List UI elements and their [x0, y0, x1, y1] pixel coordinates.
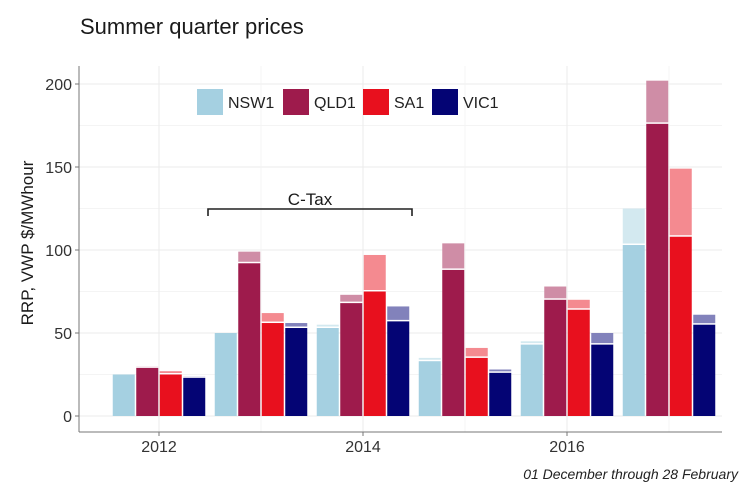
- bar-vwp-sa1: [363, 254, 386, 290]
- y-tick-label: 0: [63, 409, 72, 426]
- annotation-bracket: [207, 208, 413, 216]
- bar-vwp-qld1: [544, 286, 567, 299]
- bar-vic1: [183, 377, 206, 416]
- x-tick-label: 2012: [141, 439, 177, 456]
- bar-nsw1: [316, 328, 339, 416]
- bar-nsw1: [622, 245, 645, 416]
- y-tick-label: 150: [45, 160, 72, 177]
- bar-nsw1: [214, 333, 237, 416]
- bar-vwp-vic1: [285, 323, 308, 327]
- bar-vwp-nsw1: [418, 357, 441, 360]
- legend-label-sa1: SA1: [394, 95, 424, 112]
- bar-vwp-vic1: [693, 314, 716, 324]
- y-tick-label: 200: [45, 77, 72, 94]
- bar-vwp-vic1: [591, 333, 614, 344]
- bar-qld1: [238, 263, 261, 416]
- legend-label-nsw1: NSW1: [228, 95, 274, 112]
- bar-nsw1: [418, 361, 441, 416]
- y-axis-label: RRP, VWP $/MWhour: [18, 160, 37, 325]
- x-tick-label: 2014: [345, 439, 381, 456]
- bar-qld1: [136, 367, 159, 416]
- bar-nsw1: [520, 344, 543, 416]
- legend-swatch-qld1: [283, 89, 309, 115]
- bar-vic1: [693, 324, 716, 416]
- bar-vwp-nsw1: [520, 341, 543, 344]
- bar-qld1: [442, 269, 465, 416]
- bar-vwp-vic1: [387, 306, 410, 320]
- bar-sa1: [159, 374, 182, 416]
- bar-sa1: [567, 309, 590, 416]
- bar-vwp-sa1: [261, 313, 284, 322]
- bar-vwp-qld1: [238, 251, 261, 262]
- chart-caption: 01 December through 28 February: [523, 466, 738, 482]
- bar-vwp-sa1: [465, 347, 488, 357]
- bar-sa1: [669, 236, 692, 416]
- bar-vic1: [591, 344, 614, 416]
- y-tick-label: 50: [54, 326, 72, 343]
- bar-vic1: [387, 321, 410, 416]
- bar-vwp-sa1: [669, 168, 692, 236]
- legend-swatch-nsw1: [197, 89, 223, 115]
- bar-vwp-qld1: [646, 80, 669, 123]
- annotation-label: C-Tax: [288, 190, 333, 209]
- bar-vic1: [489, 372, 512, 416]
- chart-title: Summer quarter prices: [80, 14, 304, 39]
- bar-nsw1: [112, 374, 135, 416]
- bar-vwp-qld1: [340, 294, 363, 302]
- bar-vwp-qld1: [442, 243, 465, 269]
- bar-sa1: [465, 357, 488, 416]
- bar-qld1: [340, 303, 363, 416]
- legend-swatch-vic1: [432, 89, 458, 115]
- legend-label-qld1: QLD1: [314, 95, 356, 112]
- bar-vic1: [285, 328, 308, 416]
- y-tick-label: 100: [45, 243, 72, 260]
- legend-swatch-sa1: [363, 89, 389, 115]
- bar-qld1: [544, 299, 567, 416]
- bar-qld1: [646, 123, 669, 416]
- x-tick-label: 2016: [549, 439, 585, 456]
- bar-vwp-vic1: [489, 369, 512, 372]
- bar-sa1: [363, 291, 386, 416]
- bar-vwp-nsw1: [316, 324, 339, 327]
- bar-sa1: [261, 323, 284, 416]
- bar-vwp-sa1: [159, 371, 182, 373]
- bar-vwp-nsw1: [622, 208, 645, 244]
- legend-label-vic1: VIC1: [463, 95, 499, 112]
- bar-vwp-sa1: [567, 299, 590, 309]
